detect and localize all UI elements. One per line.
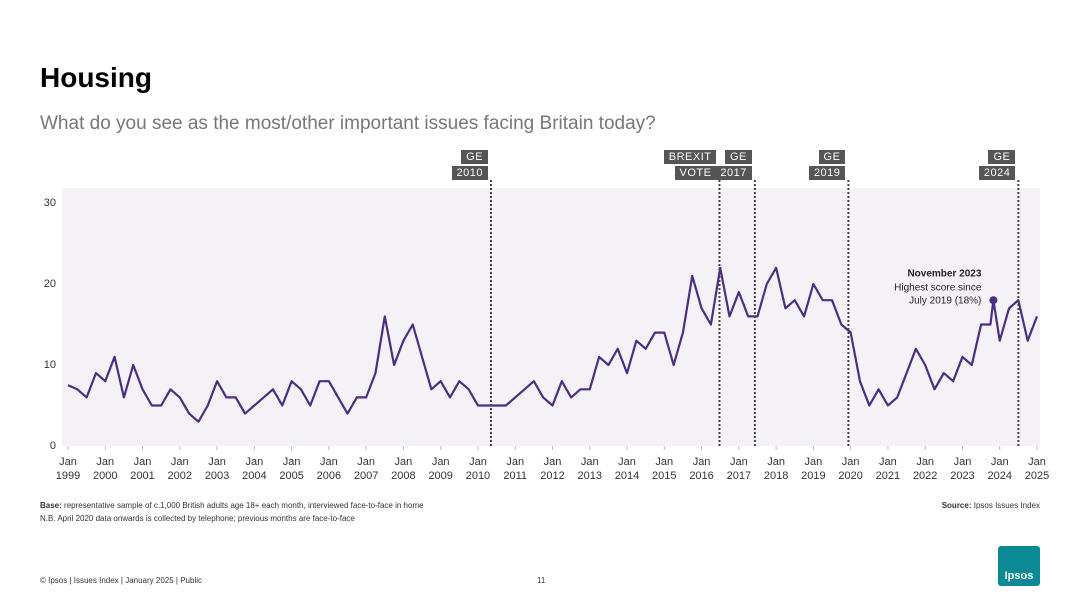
x-tick-label: Jan 2005 (279, 456, 304, 482)
x-tick-label: Jan 2021 (875, 456, 901, 482)
event-label: BREXIT (663, 150, 717, 164)
logo: Ipsos (998, 546, 1040, 586)
event-label: GE (724, 150, 752, 164)
subtitle: What do you see as the most/other import… (40, 113, 656, 134)
x-tick-label: Jan 2007 (353, 456, 379, 482)
y-tick-label: 10 (44, 359, 56, 371)
x-tick-label: Jan 2024 (987, 456, 1012, 482)
x-tick-label: Jan 2004 (242, 456, 267, 482)
x-tick-label: Jan 2010 (465, 456, 491, 482)
event-label: 2024 (978, 166, 1016, 180)
event-label: GE (818, 150, 846, 164)
annotation-title: November 2023 (907, 269, 981, 280)
x-tick-label: Jan 2018 (763, 456, 789, 482)
x-tick-label: Jan 2011 (503, 456, 528, 482)
x-tick-label: Jan 2000 (93, 456, 118, 482)
x-tick-label: Jan 2022 (912, 456, 938, 482)
x-tick-label: Jan 2001 (130, 456, 155, 482)
y-tick-label: 30 (44, 197, 56, 209)
event-label: GE (988, 150, 1016, 164)
x-tick-label: Jan 2012 (540, 456, 565, 482)
x-tick-label: Jan 2006 (316, 456, 342, 482)
x-tick-label: Jan 2009 (428, 456, 453, 482)
source-label: Source: (941, 501, 972, 510)
base: Base: representative sample of c.1,000 B… (40, 501, 424, 510)
event-label: 2010 (451, 166, 489, 180)
x-tick-label: Jan 2015 (652, 456, 677, 482)
data-line (67, 266, 1039, 423)
y-tick-label: 20 (44, 278, 56, 290)
x-tick-label: Jan 2003 (204, 456, 230, 482)
base-label: Base: (40, 501, 62, 510)
x-tick-label: Jan 2017 (726, 456, 752, 482)
x-tick-label: Jan 2002 (167, 456, 193, 482)
annotation-text: Highest score since (894, 283, 982, 294)
note: N.B. April 2020 data onwards is collecte… (40, 514, 355, 523)
x-tick-label: Jan 2023 (950, 456, 975, 482)
x-tick-label: Jan 2019 (801, 456, 826, 482)
x-tick-label: Jan 1999 (55, 456, 81, 482)
y-tick-label: 0 (50, 440, 56, 452)
source-text: Ipsos Issues Index (973, 501, 1040, 510)
event-label: 2017 (715, 166, 752, 180)
title: Housing (40, 62, 152, 93)
x-tick-label: Jan 2014 (614, 456, 640, 482)
base-text: representative sample of c.1,000 British… (64, 501, 424, 510)
x-tick-label: Jan 2016 (689, 456, 714, 482)
x-tick-label: Jan 2025 (1024, 456, 1050, 482)
annotation-text: July 2019 (18%) (909, 296, 981, 307)
page-number: 11 (537, 576, 546, 585)
event-label: VOTE (674, 166, 717, 180)
event-label: GE (461, 150, 489, 164)
event-label: 2019 (808, 166, 846, 180)
footer: © Ipsos | Issues Index | January 2025 | … (40, 576, 202, 585)
x-tick-label: Jan 2020 (838, 456, 863, 482)
source: Source: Ipsos Issues Index (942, 501, 1040, 510)
x-tick-label: Jan 2013 (577, 456, 602, 482)
annotation-point (989, 296, 998, 305)
x-tick-label: Jan 2008 (391, 456, 416, 482)
plot-bg (62, 188, 1040, 446)
